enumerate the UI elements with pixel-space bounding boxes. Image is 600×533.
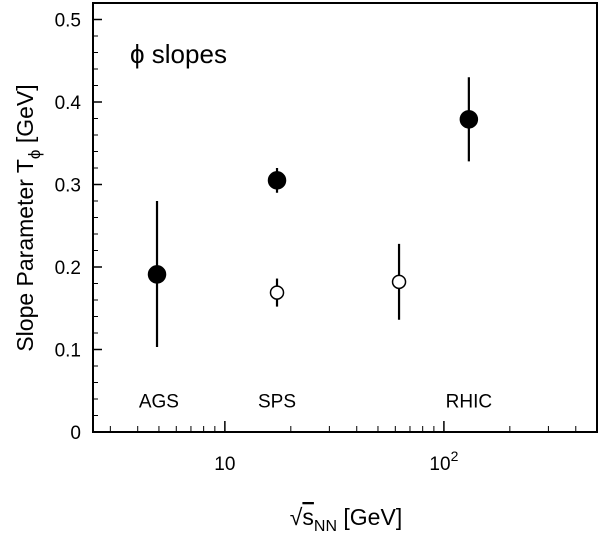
x-tick-label-base: 10	[429, 454, 450, 475]
x-axis-label-sub: NN	[314, 518, 337, 533]
annotation-ags: AGS	[139, 391, 179, 412]
annotation-rhic: RHIC	[446, 391, 492, 412]
y-axis-label-main: Slope Parameter T	[12, 159, 38, 352]
x-tick-label: 102	[429, 448, 458, 475]
y-tick-label: 0.3	[55, 176, 81, 197]
x-axis-ticks: 10 102	[109, 421, 598, 475]
data-point-open	[391, 274, 407, 290]
data-points	[147, 77, 479, 348]
y-axis-label-sub: ϕ	[25, 150, 44, 160]
data-point-filled	[147, 265, 167, 284]
x-tick-label-base: 10	[214, 454, 235, 475]
x-axis-label: √sNN [GeV]	[290, 504, 402, 533]
y-tick-label: 0.1	[55, 341, 81, 362]
y-axis-label-rest: [GeV]	[12, 84, 38, 149]
x-axis-label-root: √	[290, 504, 303, 530]
annotations: AGS SPS RHIC	[139, 391, 492, 412]
data-point-filled	[459, 110, 479, 129]
chart-title: ϕ slopes	[130, 39, 227, 69]
y-tick-label: 0	[70, 423, 81, 444]
y-tick-label: 0.4	[55, 93, 82, 114]
data-point-open	[269, 285, 285, 300]
y-axis-label: Slope Parameter Tϕ [GeV]	[12, 84, 44, 351]
y-tick-label: 0.2	[55, 258, 81, 279]
data-point-filled	[267, 171, 287, 190]
y-axis-ticks: 0 0.1 0.2 0.3 0.4 0.5	[55, 11, 102, 444]
annotation-sps: SPS	[258, 391, 296, 412]
x-tick-label-exp: 2	[451, 448, 459, 464]
x-axis-label-base: s	[302, 504, 314, 530]
y-tick-label: 0.5	[55, 11, 81, 32]
x-tick-label: 10	[214, 454, 235, 475]
x-axis-label-rest: [GeV]	[337, 504, 402, 530]
